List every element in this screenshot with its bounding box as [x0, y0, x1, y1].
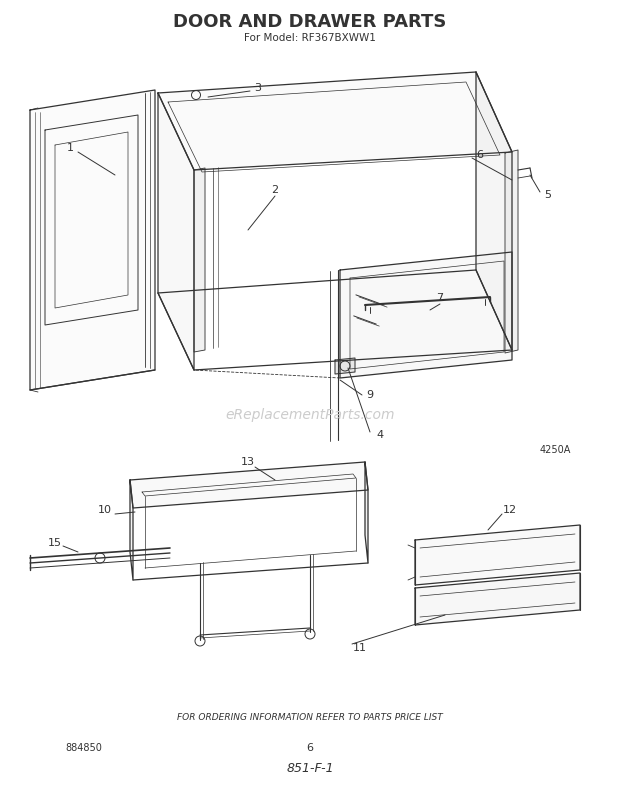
Text: 5: 5 — [544, 190, 552, 200]
Text: 3: 3 — [254, 83, 262, 93]
Text: 6: 6 — [477, 150, 484, 160]
Polygon shape — [365, 462, 368, 563]
Polygon shape — [335, 358, 355, 374]
Polygon shape — [158, 72, 512, 170]
Text: 10: 10 — [98, 505, 112, 515]
Text: 4: 4 — [376, 430, 384, 440]
Text: 884850: 884850 — [65, 743, 102, 753]
Text: DOOR AND DRAWER PARTS: DOOR AND DRAWER PARTS — [174, 13, 446, 31]
Polygon shape — [30, 90, 155, 390]
Text: 13: 13 — [241, 457, 255, 467]
Polygon shape — [130, 462, 368, 508]
Text: 4250A: 4250A — [539, 445, 570, 455]
Text: 11: 11 — [353, 643, 367, 653]
Text: FOR ORDERING INFORMATION REFER TO PARTS PRICE LIST: FOR ORDERING INFORMATION REFER TO PARTS … — [177, 714, 443, 722]
Text: 12: 12 — [503, 505, 517, 515]
Text: 9: 9 — [366, 390, 374, 400]
Polygon shape — [130, 480, 133, 580]
Polygon shape — [415, 525, 580, 585]
Text: 6: 6 — [306, 743, 314, 753]
Polygon shape — [476, 72, 512, 350]
Text: 2: 2 — [272, 185, 278, 195]
Polygon shape — [415, 573, 580, 625]
Polygon shape — [505, 150, 518, 353]
Text: 7: 7 — [436, 293, 443, 303]
Text: eReplacementParts.com: eReplacementParts.com — [225, 408, 395, 422]
Text: 851-F-1: 851-F-1 — [286, 762, 334, 774]
Text: 15: 15 — [48, 538, 62, 548]
Polygon shape — [194, 168, 205, 352]
Text: For Model: RF367BXWW1: For Model: RF367BXWW1 — [244, 33, 376, 43]
Text: 1: 1 — [66, 143, 74, 153]
Polygon shape — [340, 252, 512, 378]
Polygon shape — [158, 93, 194, 370]
